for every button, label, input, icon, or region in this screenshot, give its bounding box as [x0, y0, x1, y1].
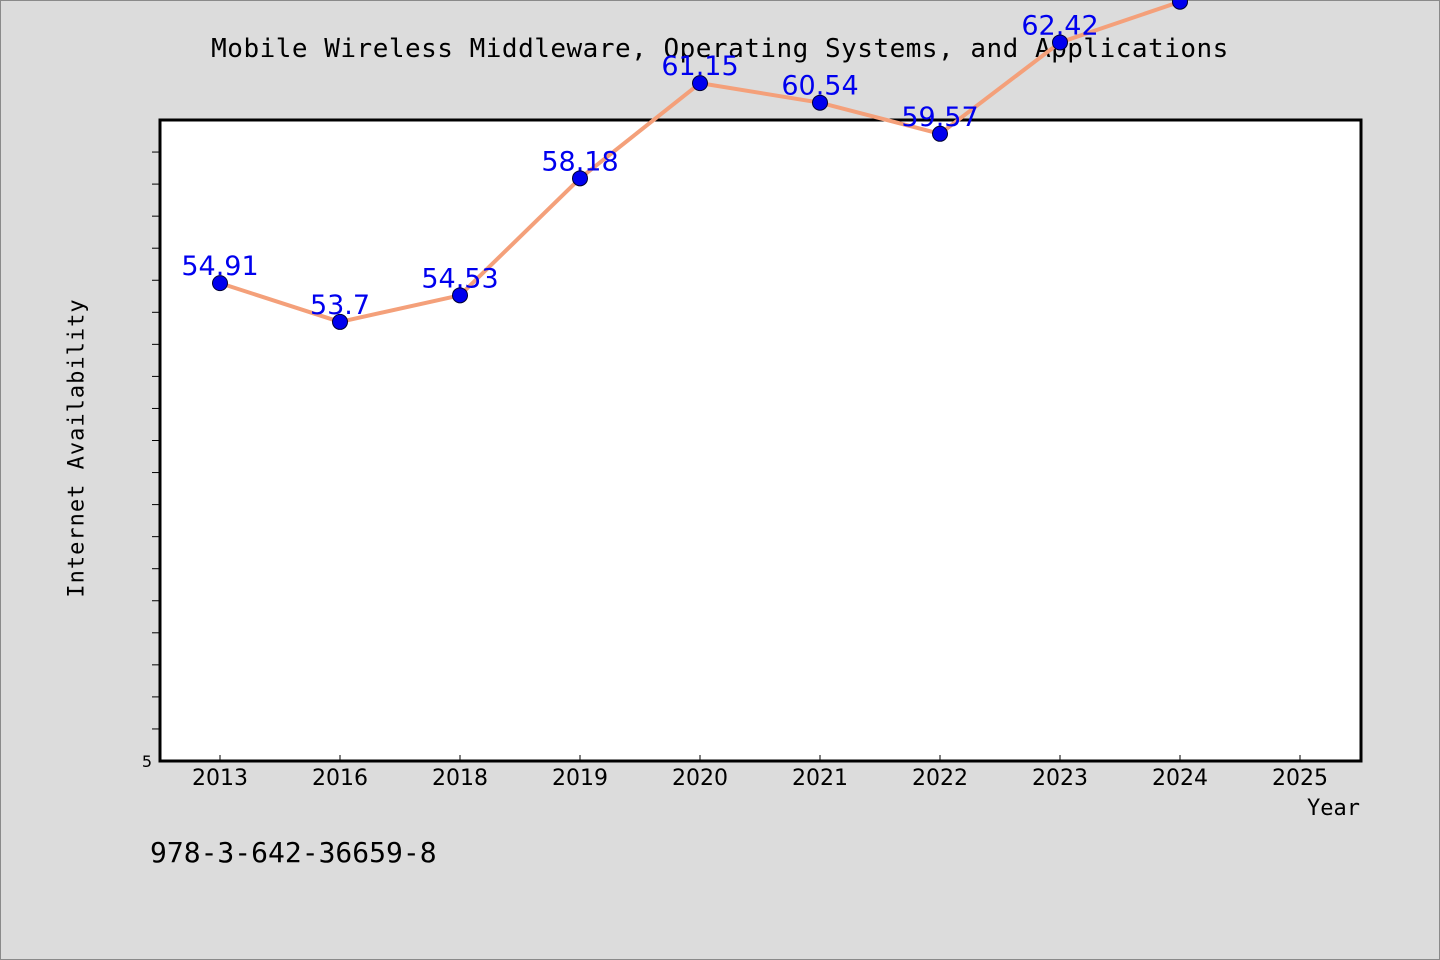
- data-label: 53.7: [310, 290, 370, 321]
- data-label: 60.54: [781, 71, 858, 102]
- x-tick-label: 2020: [672, 766, 728, 791]
- data-point-marker: [572, 170, 588, 187]
- y-tick-label: 5: [142, 752, 152, 771]
- x-tick-label: 2023: [1032, 766, 1088, 791]
- x-axis-ticks: 2013 2016 2018 2019 2020 2021 2022 2023 2024 2025: [192, 755, 1328, 791]
- data-label: 63.69: [1141, 0, 1218, 1]
- data-label: 61.15: [661, 51, 738, 82]
- data-label: 59.57: [901, 102, 978, 133]
- data-point-marker: [452, 287, 468, 304]
- data-point-marker: [932, 125, 948, 142]
- data-point-marker: [212, 275, 228, 292]
- data-point-marker: [1052, 34, 1068, 51]
- x-tick-label: 2018: [432, 766, 488, 791]
- data-point-marker: [332, 313, 348, 330]
- series-markers: [212, 0, 1188, 330]
- data-point-marker: [812, 94, 828, 111]
- data-point-marker: [1172, 0, 1188, 10]
- y-axis-label: Internet Availability: [64, 298, 90, 598]
- x-tick-label: 2016: [312, 766, 368, 791]
- x-tick-label: 2024: [1152, 766, 1208, 791]
- x-tick-label: 2013: [192, 766, 248, 791]
- data-label: 62.42: [1021, 10, 1098, 41]
- data-label: 58.18: [541, 146, 618, 177]
- data-label: 54.53: [421, 263, 498, 294]
- x-tick-label: 2022: [912, 766, 968, 791]
- series-line: [219, 0, 1187, 324]
- plot-area: [158, 118, 1363, 763]
- isbn-footer: 978-3-642-36659-8: [150, 836, 437, 869]
- data-label: 54.91: [181, 251, 258, 282]
- x-tick-label: 2025: [1272, 766, 1328, 791]
- x-tick-label: 2021: [792, 766, 848, 791]
- data-point-marker: [692, 75, 708, 92]
- x-axis-label: Year: [1307, 796, 1360, 821]
- y-axis-ticks: 5: [142, 151, 160, 771]
- data-labels: 54.91 53.7 54.53 58.18 61.15 60.54 59.57 62.42 6…: [181, 0, 1218, 321]
- x-tick-label: 2019: [552, 766, 608, 791]
